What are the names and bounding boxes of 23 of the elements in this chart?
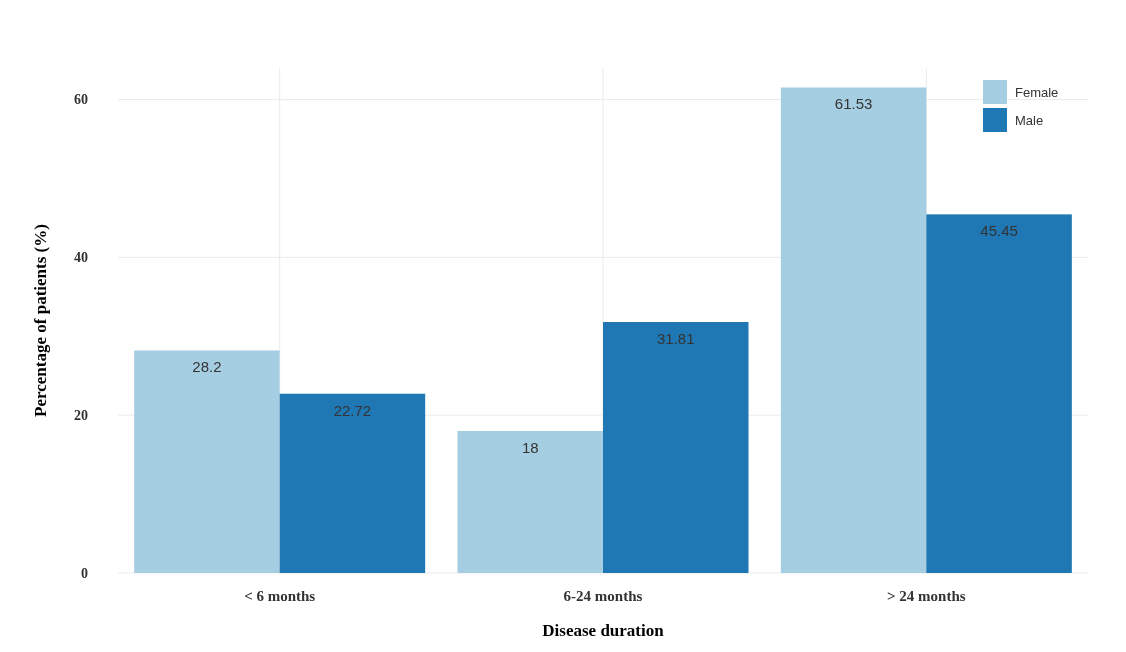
legend-label: Male	[1015, 112, 1044, 128]
x-tick-label: > 24 months	[887, 588, 966, 604]
y-tick-label: 40	[74, 250, 88, 266]
bar	[780, 87, 927, 573]
x-tick-label: < 6 months	[244, 588, 316, 604]
data-label: 61.53	[834, 95, 873, 113]
data-label: 18	[521, 438, 539, 456]
x-tick-label: 6-24 months	[563, 588, 643, 604]
data-label: 45.45	[980, 222, 1018, 240]
x-axis-title: Disease duration	[542, 621, 665, 640]
y-tick-label: 0	[81, 565, 88, 581]
bar	[279, 393, 426, 573]
bar	[926, 214, 1072, 573]
data-label: 22.72	[333, 401, 372, 419]
bar	[457, 430, 603, 573]
data-label: 28.2	[192, 358, 222, 376]
data-label: 31.81	[656, 330, 695, 347]
y-tick-label: 60	[74, 92, 88, 108]
bar	[134, 350, 280, 573]
y-axis-title: Percentage of patients (%)	[31, 224, 50, 417]
bar	[603, 322, 749, 573]
legend-label: Female	[1015, 84, 1059, 100]
y-tick-label: 20	[74, 408, 88, 424]
